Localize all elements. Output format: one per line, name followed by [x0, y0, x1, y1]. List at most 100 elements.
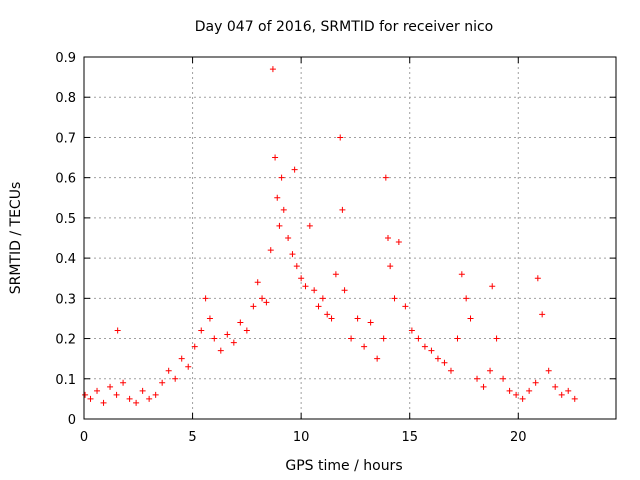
- data-point: [133, 399, 140, 406]
- data-point: [276, 222, 283, 229]
- x-tick-labels: 0 5 10 15 20: [80, 430, 527, 445]
- data-point: [402, 303, 409, 310]
- data-point: [267, 247, 274, 254]
- data-point: [480, 383, 487, 390]
- data-point: [254, 279, 261, 286]
- data-point: [113, 391, 120, 398]
- data-point: [385, 235, 391, 241]
- data-point: [126, 395, 133, 402]
- data-point: [243, 327, 250, 334]
- data-point: [230, 339, 237, 346]
- data-point: [315, 303, 322, 310]
- data-point: [519, 395, 526, 402]
- data-point: [100, 399, 107, 406]
- data-point: [224, 331, 231, 338]
- data-point: [441, 359, 448, 366]
- data-point: [107, 383, 114, 390]
- data-point: [534, 275, 541, 282]
- data-point: [272, 154, 279, 161]
- data-point: [382, 174, 389, 181]
- grid: [84, 57, 616, 419]
- data-point: [152, 391, 159, 398]
- data-point: [408, 327, 415, 334]
- data-point: [114, 327, 121, 334]
- x-tick-label: 10: [293, 430, 310, 445]
- plot-frame: [83, 56, 617, 420]
- data-point: [120, 379, 127, 386]
- y-tick-label: 0.9: [55, 51, 76, 66]
- data-point: [259, 295, 266, 302]
- data-point: [324, 311, 331, 318]
- data-point: [339, 206, 346, 213]
- y-tick-labels: 0 0.1 0.2 0.3 0.4 0.5 0.6 0.7 0.8 0.9: [55, 51, 76, 428]
- data-point: [545, 367, 552, 374]
- data-point: [87, 395, 94, 402]
- y-tick-label: 0.4: [55, 252, 76, 267]
- data-point: [487, 367, 494, 374]
- data-point: [467, 315, 474, 322]
- data-point: [565, 387, 572, 394]
- data-point: [361, 343, 368, 350]
- data-point: [191, 343, 198, 350]
- data-point: [202, 295, 209, 302]
- data-point: [285, 235, 292, 241]
- data-point: [328, 315, 335, 322]
- data-point: [165, 367, 172, 374]
- x-axis-label: GPS time / hours: [285, 458, 402, 474]
- data-point: [348, 335, 355, 342]
- y-tick-label: 0.3: [55, 292, 76, 307]
- data-point: [463, 295, 470, 302]
- data-point: [552, 383, 559, 390]
- data-point: [500, 375, 507, 382]
- data-point: [421, 343, 428, 350]
- data-point: [319, 295, 326, 302]
- data-point: [354, 315, 361, 322]
- data-point: [532, 379, 539, 386]
- x-tick-label: 5: [188, 430, 196, 445]
- data-point: [434, 355, 441, 362]
- data-point: [198, 327, 205, 334]
- data-point: [428, 347, 435, 354]
- x-tick-label: 20: [510, 430, 527, 445]
- data-point: [513, 391, 520, 398]
- data-point: [278, 174, 285, 181]
- y-tick-label: 0.2: [55, 333, 76, 348]
- data-point: [306, 222, 313, 229]
- data-points: [82, 66, 578, 406]
- data-point: [146, 395, 153, 402]
- data-point: [454, 335, 461, 342]
- data-point: [341, 287, 348, 294]
- data-point: [395, 239, 402, 246]
- data-point: [250, 303, 257, 310]
- data-point: [302, 283, 309, 290]
- data-point: [311, 287, 318, 294]
- data-point: [263, 299, 270, 306]
- data-point: [447, 367, 454, 374]
- data-point: [269, 66, 276, 73]
- y-tick-label: 0: [68, 413, 76, 428]
- data-point: [82, 391, 89, 398]
- data-point: [571, 395, 578, 402]
- data-point: [489, 283, 496, 290]
- data-point: [139, 387, 146, 394]
- data-point: [289, 251, 296, 258]
- data-point: [206, 315, 213, 322]
- x-tick-label: 0: [80, 430, 88, 445]
- data-point: [332, 271, 339, 278]
- y-tick-label: 0.1: [55, 373, 76, 388]
- data-point: [280, 206, 287, 213]
- data-point: [293, 263, 300, 270]
- data-point: [415, 335, 422, 342]
- data-point: [539, 311, 546, 318]
- data-point: [185, 363, 192, 370]
- axis-ticks: [83, 56, 616, 420]
- data-point: [558, 391, 565, 398]
- y-tick-label: 0.7: [55, 131, 76, 146]
- data-point: [458, 271, 465, 278]
- data-point: [380, 335, 387, 342]
- data-point: [526, 387, 533, 394]
- data-point: [337, 134, 344, 141]
- data-point: [237, 319, 244, 326]
- y-tick-label: 0.5: [55, 212, 76, 227]
